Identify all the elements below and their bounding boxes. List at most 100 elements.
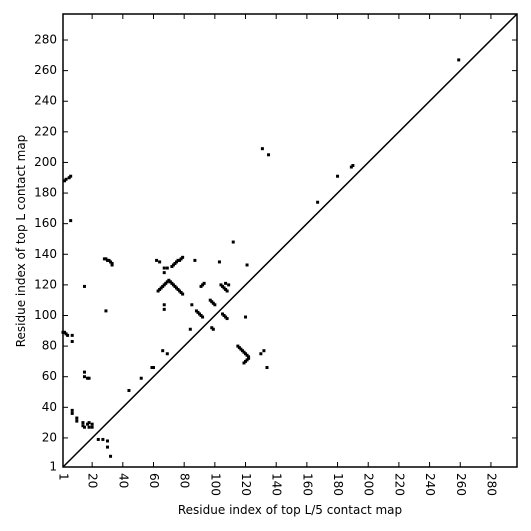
contact-point — [245, 358, 249, 362]
contact-point — [87, 425, 91, 429]
contact-point — [224, 287, 228, 291]
contact-point — [167, 278, 171, 282]
contact-point — [82, 375, 86, 379]
y-tick-label: 120 — [34, 277, 57, 291]
contact-point — [247, 355, 251, 359]
contact-point — [64, 332, 68, 336]
contact-point — [245, 263, 249, 267]
contact-point — [156, 289, 160, 293]
contact-point — [236, 344, 240, 348]
contact-point — [104, 309, 108, 313]
x-tick-label: 220 — [392, 473, 406, 496]
contact-point — [109, 454, 113, 458]
contact-point — [165, 352, 169, 356]
contact-point — [86, 422, 90, 426]
contact-point — [86, 376, 90, 380]
x-tick-label: 100 — [208, 473, 222, 496]
contact-point — [171, 283, 175, 287]
x-tick-label: 180 — [331, 473, 345, 496]
contact-point — [239, 347, 243, 351]
contact-point — [219, 283, 223, 287]
contact-point — [178, 258, 182, 262]
y-tick-label: 200 — [34, 155, 57, 169]
contact-point — [90, 425, 94, 429]
contact-point — [224, 315, 228, 319]
contact-point — [179, 291, 183, 295]
contact-point — [155, 258, 159, 262]
contact-point — [158, 287, 162, 291]
contact-point — [224, 281, 228, 285]
contact-point — [175, 286, 178, 290]
y-tick-label: 1 — [49, 460, 57, 474]
contact-point — [162, 307, 166, 311]
contact-point — [237, 346, 241, 350]
contact-point — [176, 258, 180, 262]
contact-point — [196, 310, 200, 314]
contact-point — [208, 298, 212, 302]
contact-point — [193, 258, 197, 262]
contact-point — [181, 255, 185, 259]
contact-point — [245, 353, 249, 357]
contact-point — [127, 388, 131, 392]
contact-point — [70, 340, 74, 344]
contact-point — [81, 421, 85, 425]
x-tick-label: 120 — [239, 473, 253, 496]
contact-point — [211, 327, 215, 331]
contact-point — [222, 286, 226, 290]
contact-point — [96, 437, 100, 441]
contact-point — [190, 303, 194, 307]
x-tick-label: 20 — [86, 473, 100, 488]
contact-point — [173, 261, 177, 265]
contact-point — [107, 258, 111, 262]
x-tick-label: 280 — [484, 473, 498, 496]
contact-point — [175, 260, 178, 264]
contact-point — [457, 58, 461, 62]
contact-point — [242, 350, 246, 354]
y-tick-label: 140 — [34, 247, 57, 261]
contact-point — [63, 179, 67, 183]
y-axis-label: Residue index of top L contact map — [14, 135, 28, 348]
contact-point — [162, 271, 166, 275]
contact-point — [162, 283, 166, 287]
contact-point — [161, 284, 165, 288]
contact-point — [349, 165, 353, 169]
contact-point — [110, 261, 114, 265]
contact-point — [201, 283, 205, 287]
contact-point — [247, 356, 251, 360]
contact-point — [240, 349, 244, 353]
y-tick-label: 260 — [34, 63, 57, 77]
contact-point — [102, 257, 106, 261]
contact-point — [69, 174, 73, 178]
contact-point — [188, 327, 192, 331]
contact-point — [161, 349, 165, 353]
contact-point — [165, 266, 169, 270]
contact-point — [67, 176, 71, 180]
contact-point — [262, 349, 266, 353]
contact-point — [244, 315, 248, 319]
contact-point — [82, 370, 86, 374]
contact-point — [225, 317, 229, 321]
x-tick-label: 240 — [423, 473, 437, 496]
contact-point — [201, 315, 205, 319]
contact-point — [110, 263, 114, 267]
contact-point — [82, 425, 86, 429]
contact-point — [109, 260, 113, 264]
contact-point — [69, 219, 73, 223]
contact-point — [173, 284, 177, 288]
contact-point — [336, 174, 340, 178]
contact-point — [87, 376, 91, 380]
contact-point — [151, 366, 155, 370]
contact-point — [158, 260, 162, 264]
y-tick-label: 180 — [34, 186, 57, 200]
contact-point — [316, 200, 320, 204]
contact-point — [199, 284, 203, 288]
contact-point — [179, 257, 183, 261]
y-tick-label: 240 — [34, 94, 57, 108]
contact-point — [105, 439, 109, 443]
contact-point — [194, 309, 198, 313]
contact-point — [101, 437, 105, 441]
contact-point — [202, 281, 206, 285]
x-tick-label: 80 — [178, 473, 192, 488]
contact-point — [81, 424, 85, 428]
plot-frame — [62, 13, 518, 468]
